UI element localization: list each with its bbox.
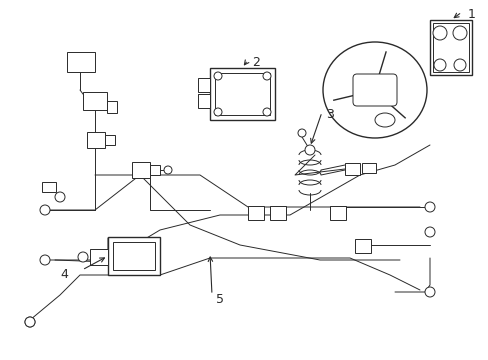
Ellipse shape [374,113,394,127]
Text: 1: 1 [467,8,475,21]
FancyBboxPatch shape [352,74,396,106]
Circle shape [424,202,434,212]
Bar [329,206,346,220]
Bar [247,206,264,220]
Bar [105,135,115,145]
Circle shape [297,129,305,137]
Circle shape [433,59,445,71]
Circle shape [452,26,466,40]
Bar [354,239,370,253]
Circle shape [25,317,35,327]
Circle shape [432,26,446,40]
Circle shape [55,192,65,202]
Circle shape [360,76,388,104]
Bar [215,73,269,115]
Bar [107,101,117,113]
Circle shape [263,108,270,116]
Bar [432,23,468,72]
Text: 3: 3 [325,108,333,121]
Circle shape [424,227,434,237]
Circle shape [25,317,35,327]
Bar [361,163,375,173]
Bar [429,20,471,75]
Bar [150,165,160,175]
Bar [42,182,56,192]
Bar [209,68,274,120]
Bar [345,163,359,175]
Bar [132,162,150,178]
Circle shape [40,255,50,265]
Ellipse shape [323,42,426,138]
Bar [90,249,108,265]
Circle shape [214,72,222,80]
Bar [108,237,160,275]
Circle shape [163,166,172,174]
Circle shape [214,108,222,116]
Bar [87,132,105,148]
Circle shape [366,82,382,98]
Bar [269,206,285,220]
Bar [198,78,209,92]
Circle shape [40,205,50,215]
Bar [83,92,107,110]
Text: 2: 2 [251,56,259,69]
Bar [198,94,209,108]
Text: 5: 5 [216,293,224,306]
Circle shape [263,72,270,80]
Circle shape [453,59,465,71]
Circle shape [78,252,88,262]
Text: 4: 4 [60,268,68,281]
Circle shape [305,145,314,155]
Circle shape [424,287,434,297]
Bar [67,52,95,72]
Bar [113,242,155,270]
